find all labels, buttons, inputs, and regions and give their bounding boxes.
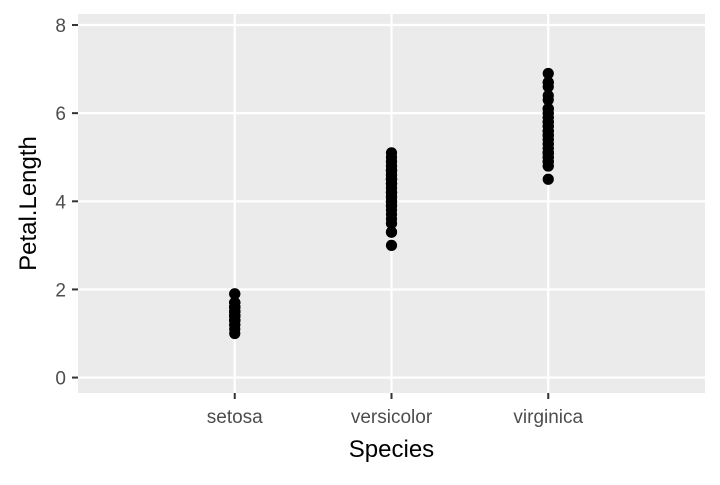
- x-axis-title: Species: [349, 436, 434, 463]
- series-versicolor: [385, 147, 398, 251]
- y-tick-label: 6: [55, 104, 66, 125]
- data-point: [385, 226, 398, 238]
- data-point: [385, 217, 398, 229]
- data-point: [542, 147, 554, 159]
- data-point: [385, 191, 398, 203]
- data-point: [542, 120, 554, 132]
- data-point: [542, 173, 554, 185]
- x-tick-label: setosa: [207, 407, 263, 428]
- x-tick-label: virginica: [513, 407, 583, 428]
- y-tick-label: 0: [55, 369, 66, 390]
- y-axis-title: Petal.Length: [15, 136, 42, 271]
- data-point: [542, 133, 554, 146]
- y-tick-label: 2: [55, 280, 66, 301]
- y-tick-label: 8: [55, 16, 66, 37]
- data-point: [229, 288, 241, 300]
- data-point: [385, 169, 398, 181]
- data-point: [229, 310, 241, 322]
- y-tick-label: 4: [55, 192, 66, 213]
- axes: 0 2 4 6 8 setosa versicolor virginica: [55, 16, 583, 428]
- data-point: [542, 111, 554, 124]
- data-point: [385, 239, 398, 251]
- data-point: [542, 89, 554, 102]
- data-points: [229, 67, 554, 340]
- data-point: [229, 327, 241, 340]
- x-tick-label: versicolor: [351, 407, 433, 428]
- series-setosa: [229, 288, 241, 340]
- data-point: [385, 182, 398, 194]
- data-point: [542, 103, 554, 115]
- data-point: [385, 208, 398, 221]
- data-point: [542, 160, 554, 172]
- data-point: [542, 76, 554, 88]
- series-virginica: [542, 67, 554, 185]
- data-point: [385, 147, 398, 159]
- data-point: [542, 67, 554, 80]
